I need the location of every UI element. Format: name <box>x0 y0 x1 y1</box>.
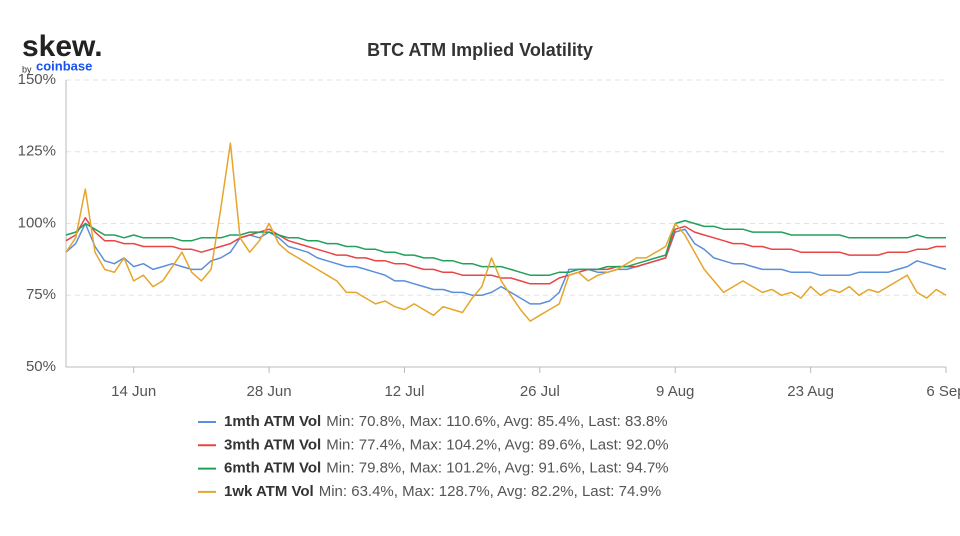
legend-name: 1mth ATM Vol <box>224 413 321 430</box>
series-line <box>65 217 946 285</box>
legend-name: 3mth ATM Vol <box>224 436 321 453</box>
x-tick-label: 28 Jun <box>247 383 292 400</box>
legend-stats: Min: 70.8%, Max: 110.6%, Avg: 85.4%, Las… <box>326 413 667 430</box>
x-tick-label: 12 Jul <box>384 383 424 400</box>
x-tick-label: 23 Aug <box>787 383 834 400</box>
x-tick-label: 14 Jun <box>111 383 156 400</box>
y-tick-label: 100% <box>18 214 56 231</box>
chart-title: BTC ATM Implied Volatility <box>367 40 593 60</box>
x-tick-label: 6 Sep <box>926 383 960 400</box>
y-tick-label: 125% <box>18 143 56 160</box>
legend-name: 1wk ATM Vol <box>224 483 314 500</box>
x-tick-label: 9 Aug <box>656 383 694 400</box>
legend-stats: Min: 79.8%, Max: 101.2%, Avg: 91.6%, Las… <box>326 460 668 477</box>
logo-brand: skew. <box>22 30 103 63</box>
y-tick-label: 150% <box>18 71 56 88</box>
y-tick-label: 75% <box>26 286 56 303</box>
legend-stats: Min: 63.4%, Max: 128.7%, Avg: 82.2%, Las… <box>319 483 661 500</box>
logo-company: coinbase <box>36 58 92 73</box>
legend-stats: Min: 77.4%, Max: 104.2%, Avg: 89.6%, Las… <box>326 436 668 453</box>
series-line <box>65 142 947 322</box>
y-tick-label: 50% <box>26 358 56 375</box>
x-tick-label: 26 Jul <box>520 383 560 400</box>
logo-by: by <box>22 64 32 74</box>
series-line <box>65 219 946 276</box>
legend-name: 6mth ATM Vol <box>224 460 321 477</box>
